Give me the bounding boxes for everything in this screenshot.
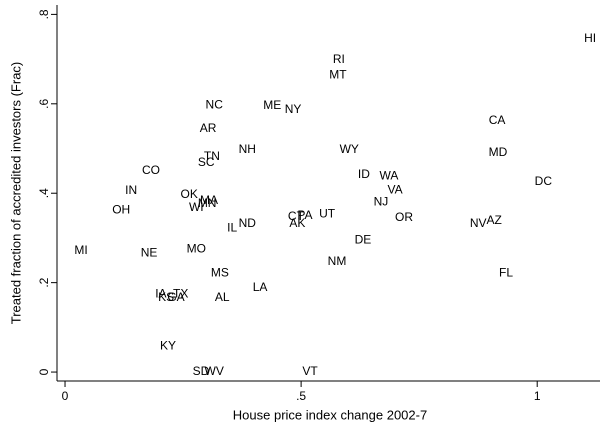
point-label: WA (379, 168, 398, 182)
point-label: KY (160, 338, 176, 352)
point-label: AZ (487, 213, 502, 227)
point-label: VA (388, 182, 403, 196)
point-label: FL (499, 265, 513, 279)
point-label: CT (288, 209, 305, 223)
point-label: IL (227, 220, 237, 234)
point-label: NE (141, 245, 158, 259)
point-label: MI (74, 243, 87, 257)
point-label: NV (470, 216, 487, 230)
point-label: AK (289, 216, 305, 230)
point-label: MS (211, 265, 229, 279)
point-label: ID (358, 167, 370, 181)
point-label: NC (206, 97, 224, 111)
point-label: NH (239, 142, 256, 156)
point-label: IA (155, 286, 166, 300)
y-tick-label: 0 (37, 368, 51, 375)
point-label: AR (200, 121, 217, 135)
point-label: SC (198, 155, 215, 169)
point-label: UT (319, 206, 336, 220)
y-tick-label: .4 (37, 188, 51, 198)
x-axis-title: House price index change 2002-7 (233, 407, 427, 422)
x-tick-label: .5 (296, 389, 306, 403)
point-label: SD (193, 364, 210, 378)
point-label: WI (189, 200, 204, 214)
point-label: RI (333, 52, 345, 66)
x-tick-label: 1 (534, 389, 541, 403)
point-label: CO (142, 163, 160, 177)
point-label: WY (340, 142, 359, 156)
point-label: CA (489, 113, 506, 127)
point-label: TN (204, 149, 220, 163)
y-tick-label: .6 (37, 98, 51, 108)
point-label: ME (263, 98, 281, 112)
point-label: WV (205, 364, 224, 378)
point-label: MD (489, 145, 508, 159)
point-label: MN (198, 196, 217, 210)
point-label: DC (535, 174, 553, 188)
point-label: PA (297, 208, 312, 222)
point-label: NY (285, 102, 302, 116)
x-tick-label: 0 (62, 389, 69, 403)
y-tick-label: .8 (37, 9, 51, 19)
point-label: MT (329, 67, 347, 81)
point-label: LA (253, 280, 268, 294)
point-label: IN (125, 183, 137, 197)
point-label: MA (200, 193, 218, 207)
point-label: OK (181, 187, 198, 201)
point-label: TX (173, 286, 188, 300)
point-label: KS (158, 290, 174, 304)
point-label: NJ (374, 194, 389, 208)
point-label: GA (167, 290, 184, 304)
point-label: ND (239, 216, 257, 230)
point-label: DE (355, 232, 372, 246)
point-label: VT (302, 364, 318, 378)
y-axis-title: Treated fraction of accredited investors… (8, 62, 23, 325)
point-label: HI (584, 31, 596, 45)
point-label: MO (187, 241, 206, 255)
point-label: NM (328, 254, 347, 268)
point-label: OR (395, 210, 413, 224)
y-tick-label: .2 (37, 277, 51, 287)
point-label: AL (215, 290, 230, 304)
point-label: OH (112, 202, 130, 216)
